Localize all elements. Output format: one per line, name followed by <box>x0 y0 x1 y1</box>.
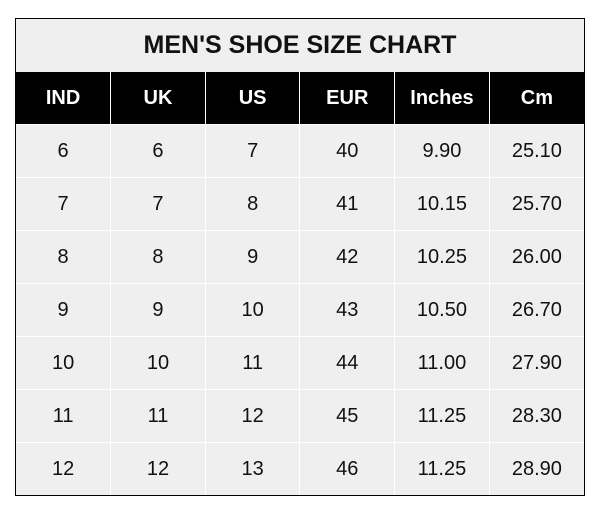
size-table: MEN'S SHOE SIZE CHART IND UK US EUR Inches Cm… <box>16 19 584 495</box>
table-cell: 12 <box>204 389 300 443</box>
table-cell: 9 <box>110 283 206 337</box>
table-cell: 11.00 <box>394 336 490 390</box>
table-cell: 26.00 <box>488 230 584 284</box>
table-cell: 8 <box>16 230 111 284</box>
table-cell: 10 <box>110 336 206 390</box>
table-cell: 12 <box>110 442 206 495</box>
table-row: 10 10 11 44 11.00 27.90 <box>16 336 584 390</box>
table-cell: 8 <box>204 177 300 231</box>
table-cell: 46 <box>299 442 395 495</box>
table-cell: 28.90 <box>488 442 584 495</box>
table-cell: 10 <box>204 283 300 337</box>
table-cell: 9 <box>16 283 111 337</box>
table-cell: 40 <box>299 124 395 178</box>
table-cell: 7 <box>16 177 111 231</box>
table-cell: 11 <box>16 389 111 443</box>
column-header: Inches <box>394 72 490 125</box>
table-cell: 10.50 <box>394 283 490 337</box>
table-cell: 8 <box>110 230 206 284</box>
table-cell: 11.25 <box>394 389 490 443</box>
table-cell: 9 <box>204 230 300 284</box>
table-cell: 11 <box>204 336 300 390</box>
table-cell: 45 <box>299 389 395 443</box>
table-row: 6 6 7 40 9.90 25.10 <box>16 124 584 178</box>
table-cell: 10.25 <box>394 230 490 284</box>
header-row: IND UK US EUR Inches Cm <box>16 72 584 125</box>
table-cell: 6 <box>16 124 111 178</box>
table-cell: 10.15 <box>394 177 490 231</box>
column-header: EUR <box>299 72 395 125</box>
table-cell: 12 <box>16 442 111 495</box>
table-cell: 44 <box>299 336 395 390</box>
table-cell: 27.90 <box>488 336 584 390</box>
table-cell: 11 <box>110 389 206 443</box>
table-cell: 25.70 <box>488 177 584 231</box>
column-header: IND <box>16 72 111 125</box>
table-cell: 7 <box>110 177 206 231</box>
column-header: US <box>204 72 300 125</box>
table-row: 9 9 10 43 10.50 26.70 <box>16 283 584 337</box>
table-cell: 11.25 <box>394 442 490 495</box>
table-cell: 7 <box>204 124 300 178</box>
table-cell: 28.30 <box>488 389 584 443</box>
table-row: 8 8 9 42 10.25 26.00 <box>16 230 584 284</box>
table-cell: 25.10 <box>488 124 584 178</box>
column-header: Cm <box>488 72 584 125</box>
table-cell: 26.70 <box>488 283 584 337</box>
table-row: 7 7 8 41 10.15 25.70 <box>16 177 584 231</box>
table-cell: 9.90 <box>394 124 490 178</box>
table-row: 11 11 12 45 11.25 28.30 <box>16 389 584 443</box>
table-cell: 6 <box>110 124 206 178</box>
table-cell: 42 <box>299 230 395 284</box>
table-cell: 41 <box>299 177 395 231</box>
table-cell: 43 <box>299 283 395 337</box>
table-cell: 13 <box>204 442 300 495</box>
chart-title: MEN'S SHOE SIZE CHART <box>16 19 584 72</box>
table-cell: 10 <box>16 336 111 390</box>
table-row: 12 12 13 46 11.25 28.90 <box>16 442 584 495</box>
column-header: UK <box>110 72 206 125</box>
size-chart: MEN'S SHOE SIZE CHART IND UK US EUR Inches Cm… <box>15 18 585 496</box>
